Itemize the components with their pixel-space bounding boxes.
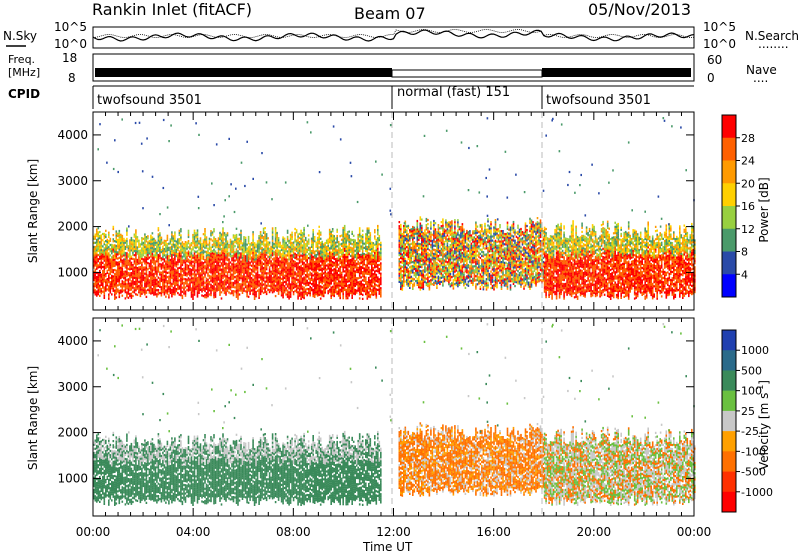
- velocity-colorbar-swatch: [722, 431, 736, 452]
- date-title: 05/Nov/2013: [588, 0, 691, 19]
- noise-tick-top-left: 10^5: [54, 20, 87, 34]
- noise-tick-bottom-left: 10^0: [54, 37, 87, 51]
- velocity-colorbar-swatch: [722, 350, 736, 371]
- y-tick-label: 2000: [57, 220, 88, 234]
- velocity-colorbar-label-main: Velocity [m s: [757, 393, 771, 470]
- y-tick-label: 4000: [57, 128, 88, 142]
- velocity-colorbar-tick: -25: [741, 425, 759, 438]
- station-title: Rankin Inlet (fitACF): [92, 0, 252, 19]
- x-tick-label: 16:00: [476, 525, 511, 539]
- y-tick-label: 3000: [57, 174, 88, 188]
- power-colorbar-tick: 12: [741, 223, 755, 236]
- velocity-colorbar-tick: -100: [741, 445, 766, 458]
- freq-strip: Freq. [MHz] 18 8 60 0 Nave ....: [8, 51, 777, 85]
- beam-title: Beam 07: [354, 4, 426, 23]
- y-tick-label: 1000: [57, 265, 88, 279]
- x-tick-label: 00:00: [677, 525, 712, 539]
- nsearch-dots: ........: [758, 37, 789, 51]
- x-tick-label: 08:00: [276, 525, 311, 539]
- cpid-segment-3: twofsound 3501: [546, 93, 651, 108]
- power-colorbar-swatch: [722, 206, 736, 230]
- power-ylabel: Slant Range [km]: [26, 159, 40, 263]
- velocity-colorbar-swatch: [722, 410, 736, 432]
- velocity-colorbar-swatch: [722, 471, 736, 493]
- velocity-colorbar-swatch: [722, 370, 736, 391]
- y-tick-label: 1000: [57, 471, 88, 485]
- power-colorbar-swatch: [722, 137, 736, 161]
- power-colorbar-swatch: [722, 160, 736, 184]
- cpid-strip: CPID twofsound 3501 normal (fast) 151 tw…: [8, 85, 694, 109]
- y-tick-label: 3000: [57, 380, 88, 394]
- power-colorbar-swatch: [722, 228, 736, 252]
- velocity-colorbar-swatch: [722, 491, 736, 513]
- velocity-colorbar-tick: 25: [741, 405, 755, 418]
- nave-dots: ....: [753, 71, 768, 85]
- power-colorbar-tick: 28: [741, 132, 755, 145]
- freq-tick-bottom: 8: [68, 71, 76, 85]
- power-colorbar-swatch: [722, 274, 736, 298]
- x-tick-label: 00:00: [76, 525, 111, 539]
- velocity-colorbar-tick: 500: [741, 364, 762, 377]
- x-tick-label: 04:00: [176, 525, 211, 539]
- power-colorbar-swatch: [722, 183, 736, 207]
- velocity-colorbar-label: Velocity [m s-1]: [756, 380, 771, 470]
- power-colorbar-tick: 4: [741, 268, 748, 281]
- nave-tick-top: 60: [707, 53, 722, 67]
- cpid-segment-1: twofsound 3501: [97, 93, 202, 108]
- velocity-colorbar-tick: -1000: [741, 486, 773, 499]
- power-colorbar-label: Power [dB]: [757, 177, 771, 242]
- power-y-ticks: 1000 2000 3000 4000: [57, 112, 695, 310]
- velocity-colorbar: Velocity [m s-1] 1000 500 100 25 -25 -100 -500…: [721, 329, 773, 513]
- velocity-ylabel: Slant Range [km]: [26, 366, 40, 470]
- velocity-colorbar-swatch: [722, 390, 736, 412]
- velocity-colorbar-tick: 1000: [741, 344, 769, 357]
- nsky-label: N.Sky: [3, 29, 37, 43]
- power-colorbar-tick: 8: [741, 246, 748, 259]
- nave-label: Nave: [746, 63, 777, 77]
- y-tick-label: 2000: [57, 426, 88, 440]
- noise-tick-top-right: 10^5: [703, 20, 736, 34]
- power-colorbar-swatch: [722, 115, 736, 139]
- noise-strip: 10^5 10^0 10^5 10^0 N.Sky N.Search .....…: [3, 20, 799, 51]
- power-colorbar-tick: 20: [741, 177, 755, 190]
- velocity-panel: 1000 2000 3000 4000 00:00 04:00 08:00 12:00 16:…: [26, 317, 712, 554]
- power-colorbar-tick: 24: [741, 155, 755, 168]
- power-colorbar-tick: 16: [741, 200, 755, 213]
- velocity-echo-data: [93, 323, 696, 506]
- freq-tick-top: 18: [62, 51, 77, 65]
- power-colorbar-swatch: [722, 251, 736, 275]
- nsearch-label: N.Search: [745, 29, 799, 43]
- cpid-label: CPID: [8, 87, 40, 101]
- mhz-label: [MHz]: [8, 66, 40, 79]
- freq-label: Freq.: [8, 53, 35, 66]
- velocity-colorbar-tick: -500: [741, 466, 766, 479]
- cpid-segment-2: normal (fast) 151: [397, 85, 510, 100]
- noise-sky-trace: [92, 29, 695, 42]
- velocity-colorbar-label-close: ]: [757, 380, 771, 385]
- nave-tick-bottom: 0: [707, 71, 715, 85]
- velocity-colorbar-swatch: [722, 451, 736, 472]
- velocity-colorbar-swatch: [722, 330, 736, 351]
- power-panel: 1000 2000 3000 4000 Slant Range [km]: [26, 111, 696, 311]
- x-tick-label: 12:00: [376, 525, 411, 539]
- power-echo-data: [93, 117, 696, 300]
- y-tick-label: 4000: [57, 334, 88, 348]
- noise-search-trace: [92, 29, 695, 38]
- velocity-y-ticks: 1000 2000 3000 4000: [57, 318, 695, 516]
- velocity-colorbar-label-sup: -1: [756, 385, 765, 393]
- velocity-colorbar-tick: 100: [741, 385, 762, 398]
- x-tick-label: 20:00: [577, 525, 612, 539]
- power-colorbar: Power [dB] 28 24 20 16 12 8 4: [721, 114, 771, 298]
- noise-tick-bottom-right: 10^0: [703, 37, 736, 51]
- time-x-ticks: 00:00 04:00 08:00 12:00 16:00 20:00 00:00: [76, 525, 712, 539]
- time-xlabel: Time UT: [362, 540, 413, 554]
